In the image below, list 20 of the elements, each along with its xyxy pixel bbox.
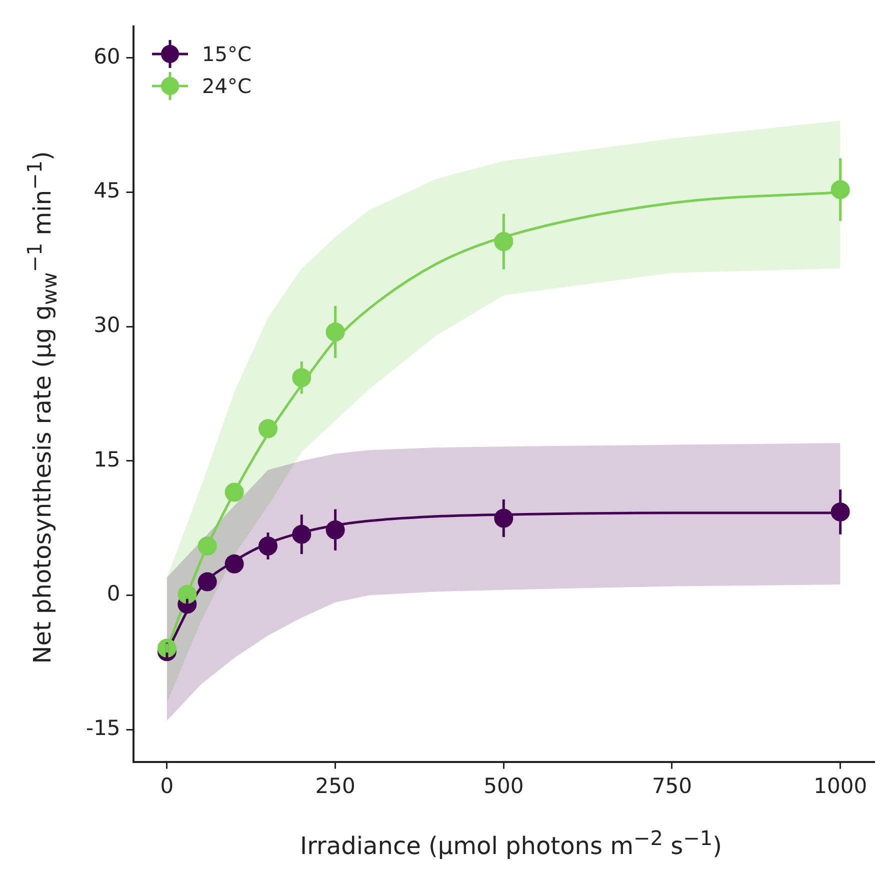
point	[178, 584, 197, 604]
x-tick-label: 750	[652, 774, 692, 798]
y-tick-label: 0	[106, 582, 120, 606]
x-tick-label: 0	[160, 774, 174, 798]
point	[258, 419, 278, 438]
point	[198, 572, 217, 592]
point	[198, 536, 217, 556]
y-tick-label: -15	[86, 716, 120, 740]
point	[224, 482, 244, 502]
y-tick-label: 15	[94, 447, 120, 472]
x-tick-label: 500	[484, 774, 524, 798]
x-tick-label: 1000	[814, 774, 868, 798]
legend-label: 24°C	[202, 74, 252, 98]
y-tick-label: 60	[94, 44, 120, 68]
point	[157, 638, 176, 658]
x-axis-title: Irradiance (µmol photons m$^{−2}$ s$^{−1}$)	[299, 826, 723, 860]
x-tick-label: 250	[315, 774, 356, 798]
y-tick-label: 45	[94, 178, 120, 203]
y-tick-label: 30	[94, 313, 120, 338]
legend-label: 15°C	[202, 42, 252, 66]
